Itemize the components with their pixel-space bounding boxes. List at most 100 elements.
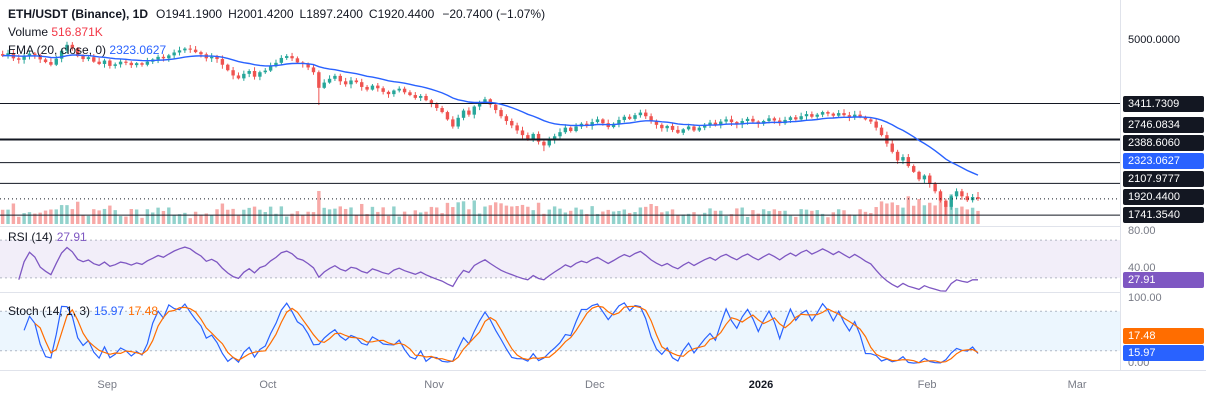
candle-body	[692, 126, 696, 131]
candle-body	[676, 129, 680, 133]
volume-bar	[761, 209, 766, 224]
volume-bar	[686, 213, 691, 224]
time-axis[interactable]: Sep Oct Nov Dec 2026 Feb Mar	[0, 370, 1206, 400]
stoch-k-line[interactable]	[23, 302, 979, 364]
candle-body	[70, 44, 75, 49]
candle-body	[279, 57, 284, 63]
stoch-d-value: 17.48	[128, 304, 159, 318]
candle-body	[965, 196, 969, 201]
candle-body	[199, 52, 203, 55]
candle-body	[33, 53, 37, 56]
volume-bar	[365, 214, 369, 224]
volume-bar	[794, 216, 798, 224]
volume-bar	[917, 199, 921, 224]
volume-bar	[311, 212, 316, 224]
volume-bar	[869, 213, 873, 224]
candle-body	[665, 125, 669, 129]
open-value: 1941.1900	[165, 7, 223, 21]
volume-value: 516.871K	[51, 25, 103, 39]
candle-body	[129, 62, 133, 66]
candle-body	[38, 55, 42, 60]
rsi-value: 27.91	[56, 230, 87, 244]
candle-body	[172, 52, 176, 56]
candle-body	[552, 136, 557, 141]
volume-bar	[660, 212, 664, 224]
stoch-pane-label[interactable]: Stoch (14, 1, 3) 15.97 17.48	[8, 304, 162, 318]
candle-body	[54, 58, 58, 65]
candle-body	[365, 86, 369, 90]
volume-bar	[858, 209, 862, 224]
stoch-d-line[interactable]	[34, 305, 979, 364]
candle-body	[134, 63, 139, 66]
volume-bar	[670, 209, 675, 224]
candle-body	[601, 119, 605, 124]
candle-body	[847, 115, 852, 118]
candle-body	[954, 191, 959, 197]
candle-body	[670, 125, 675, 130]
volume-bar	[938, 200, 943, 224]
candle-body	[794, 117, 798, 120]
rsi-band	[0, 240, 1120, 278]
candle-body	[772, 118, 777, 121]
candle-body	[547, 140, 551, 146]
candle-body	[418, 95, 423, 98]
volume-bar	[456, 202, 460, 224]
volume-bar	[402, 211, 407, 224]
axis-tick: 5000.0000	[1128, 34, 1180, 47]
candle-body	[65, 44, 69, 51]
volume-bar	[745, 217, 750, 224]
ema-line[interactable]	[2, 54, 979, 176]
volume-bar	[542, 213, 546, 224]
pane-separator-rsi-stoch[interactable]	[0, 292, 1206, 293]
pane-separator-main-rsi[interactable]	[0, 226, 1206, 227]
volume-bar	[408, 215, 412, 224]
volume-bar	[226, 209, 230, 224]
volume-bar	[713, 210, 718, 224]
candle-body	[467, 110, 471, 115]
chart-canvas[interactable]	[0, 0, 1120, 370]
volume-bar	[413, 210, 418, 224]
volume-bar	[92, 209, 96, 224]
volume-bar	[284, 216, 289, 224]
volume-bar	[381, 207, 385, 224]
volume-bar	[343, 208, 348, 224]
candle-body	[306, 63, 310, 68]
volume-bar	[274, 213, 278, 224]
candle-body	[167, 55, 171, 59]
volume-bar	[76, 201, 80, 224]
candle-body	[702, 124, 707, 128]
volume-bar	[65, 205, 69, 224]
rsi-pane-label[interactable]: RSI (14) 27.91	[8, 230, 91, 244]
candle-body	[633, 115, 637, 119]
volume-bar	[622, 209, 627, 224]
volume-bar	[735, 208, 739, 224]
ema-legend-row[interactable]: EMA (20, close, 0) 2323.0627	[8, 41, 545, 59]
volume-legend-row[interactable]: Volume 516.871K	[8, 23, 545, 41]
candle-body	[317, 72, 321, 88]
rsi-line[interactable]	[18, 246, 978, 292]
volume-bar	[611, 211, 616, 224]
candle-body	[27, 53, 32, 57]
price-axis[interactable]: 5000.0000 1741.3540 1920.4400 2107.9777 2323…	[1120, 0, 1206, 370]
candle-body	[338, 75, 342, 82]
candle-body	[911, 166, 916, 172]
candle-body	[681, 129, 685, 133]
volume-bar	[199, 214, 203, 224]
volume-bar	[477, 213, 482, 224]
candle-body	[161, 56, 166, 59]
symbol-legend-row[interactable]: ETH/USDT (Binance), 1D O1941.1900 H2001.42…	[8, 5, 545, 23]
volume-bar	[38, 212, 42, 224]
candle-body	[917, 171, 921, 180]
candle-body	[858, 114, 862, 117]
volume-bar	[418, 212, 423, 224]
candle-body	[933, 184, 937, 192]
stoch-badge: 15.97	[1123, 345, 1204, 362]
stoch-label: Stoch (14, 1, 3)	[8, 304, 91, 318]
volume-bar	[118, 216, 123, 224]
candle-body	[820, 112, 825, 115]
candle-body	[145, 61, 150, 65]
volume-bar	[81, 215, 85, 224]
volume-bar	[27, 212, 32, 224]
candle-body	[627, 116, 632, 119]
volume-bar	[901, 207, 905, 224]
